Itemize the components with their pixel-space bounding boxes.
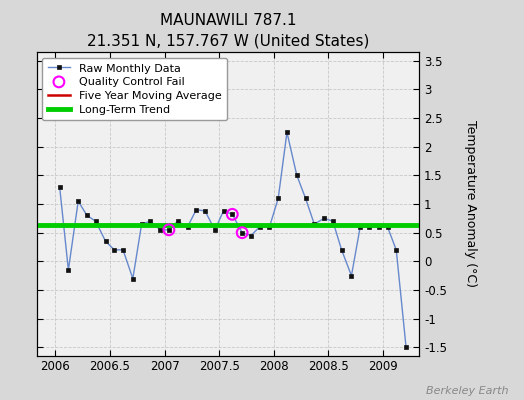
Raw Monthly Data: [330, 219, 336, 224]
Raw Monthly Data: [202, 208, 208, 213]
Legend: Raw Monthly Data, Quality Control Fail, Five Year Moving Average, Long-Term Tren: Raw Monthly Data, Quality Control Fail, …: [42, 58, 227, 120]
Raw Monthly Data: [65, 268, 71, 272]
Raw Monthly Data: [120, 248, 126, 252]
Raw Monthly Data: [357, 224, 363, 229]
Raw Monthly Data: [184, 224, 191, 229]
Raw Monthly Data: [393, 248, 399, 252]
Raw Monthly Data: [293, 173, 300, 178]
Raw Monthly Data: [385, 224, 391, 229]
Raw Monthly Data: [403, 345, 409, 350]
Y-axis label: Temperature Anomaly (°C): Temperature Anomaly (°C): [464, 120, 477, 288]
Raw Monthly Data: [302, 196, 309, 201]
Raw Monthly Data: [138, 222, 145, 226]
Raw Monthly Data: [275, 196, 281, 201]
Raw Monthly Data: [212, 228, 218, 232]
Raw Monthly Data: [284, 130, 290, 135]
Raw Monthly Data: [157, 228, 163, 232]
Raw Monthly Data: [102, 239, 108, 244]
Raw Monthly Data: [130, 276, 136, 281]
Title: MAUNAWILI 787.1
21.351 N, 157.767 W (United States): MAUNAWILI 787.1 21.351 N, 157.767 W (Uni…: [87, 13, 369, 48]
Text: Berkeley Earth: Berkeley Earth: [426, 386, 508, 396]
Raw Monthly Data: [75, 199, 81, 204]
Raw Monthly Data: [84, 213, 90, 218]
Raw Monthly Data: [93, 219, 99, 224]
Raw Monthly Data: [221, 208, 227, 213]
Raw Monthly Data: [366, 224, 372, 229]
Quality Control Fail: [238, 230, 246, 236]
Raw Monthly Data: [339, 248, 345, 252]
Raw Monthly Data: [174, 219, 181, 224]
Raw Monthly Data: [57, 184, 63, 189]
Raw Monthly Data: [266, 224, 272, 229]
Raw Monthly Data: [348, 273, 355, 278]
Raw Monthly Data: [111, 248, 117, 252]
Raw Monthly Data: [239, 230, 245, 235]
Line: Raw Monthly Data: Raw Monthly Data: [58, 130, 408, 350]
Raw Monthly Data: [166, 228, 172, 232]
Raw Monthly Data: [193, 207, 200, 212]
Quality Control Fail: [165, 227, 173, 233]
Raw Monthly Data: [229, 212, 235, 217]
Raw Monthly Data: [256, 224, 263, 229]
Raw Monthly Data: [147, 219, 154, 224]
Raw Monthly Data: [311, 222, 318, 226]
Raw Monthly Data: [248, 233, 254, 238]
Raw Monthly Data: [321, 216, 328, 221]
Quality Control Fail: [228, 211, 236, 218]
Raw Monthly Data: [376, 224, 382, 229]
